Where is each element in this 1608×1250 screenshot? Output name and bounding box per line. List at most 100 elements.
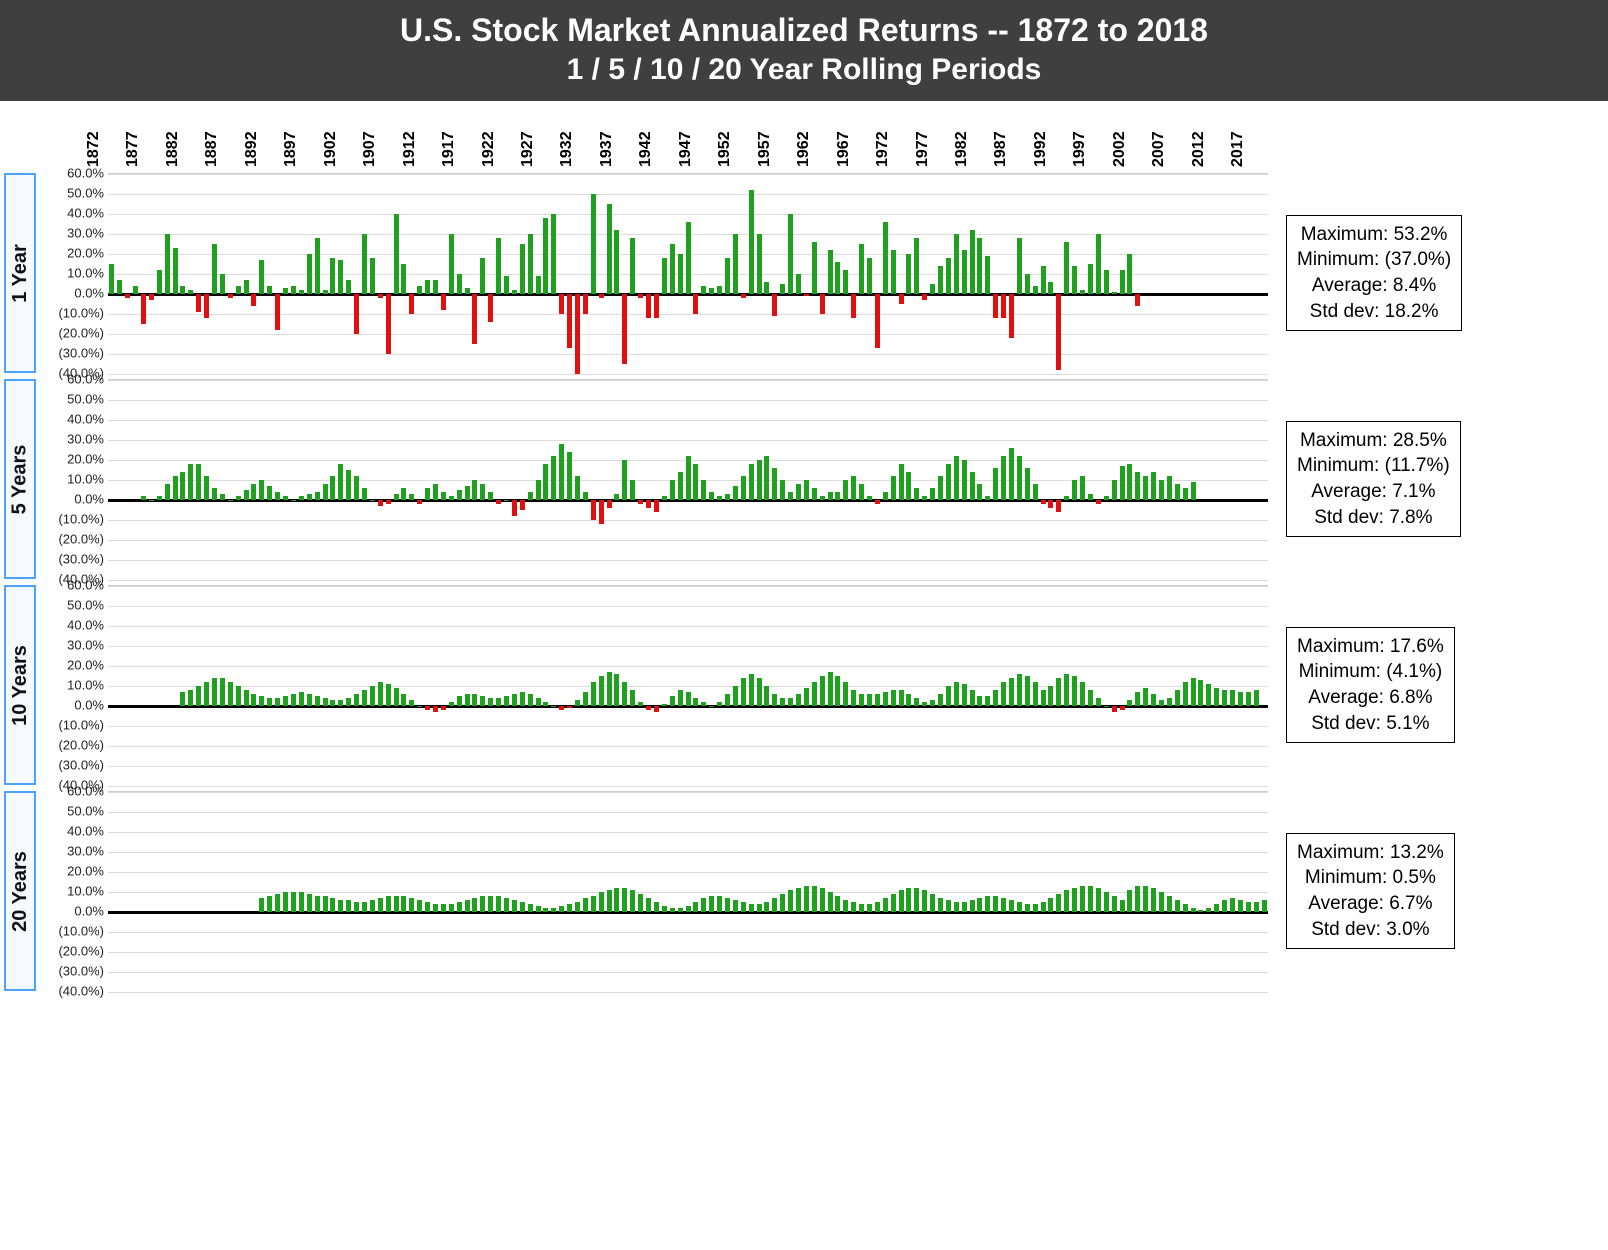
bar — [1104, 270, 1109, 294]
bar — [954, 902, 959, 912]
x-tick: 1927 — [519, 131, 537, 167]
gridline — [108, 440, 1268, 441]
bar — [417, 286, 422, 294]
bar — [788, 698, 793, 706]
bar — [1135, 294, 1140, 306]
gridline — [108, 646, 1268, 647]
bar — [323, 896, 328, 912]
bar — [875, 294, 880, 348]
bar — [1001, 456, 1006, 500]
bar — [662, 258, 667, 294]
y-tick: 30.0% — [67, 432, 104, 447]
y-tick: 10.0% — [67, 472, 104, 487]
bar — [504, 276, 509, 294]
bar — [875, 694, 880, 706]
bar — [1017, 674, 1022, 706]
bar — [1127, 254, 1132, 294]
x-tick: 2002 — [1111, 131, 1129, 167]
y-tick-col: 60.0%50.0%40.0%30.0%20.0%10.0%0.0%(10.0%… — [36, 173, 108, 373]
bar — [1175, 900, 1180, 912]
bar — [1206, 908, 1211, 912]
bar — [1080, 290, 1085, 294]
bar — [946, 900, 951, 912]
bar — [1167, 698, 1172, 706]
bar — [330, 476, 335, 500]
bar — [1143, 688, 1148, 706]
bar — [299, 496, 304, 500]
bar — [646, 898, 651, 912]
bar — [717, 496, 722, 500]
bar — [1033, 484, 1038, 500]
bar — [409, 294, 414, 314]
bar — [812, 886, 817, 912]
bar — [591, 896, 596, 912]
bar — [835, 676, 840, 706]
bar — [686, 906, 691, 912]
bar — [362, 690, 367, 706]
bar — [883, 692, 888, 706]
bar — [370, 258, 375, 294]
y-tick: 50.0% — [67, 804, 104, 819]
bar — [1143, 886, 1148, 912]
x-tick: 2007 — [1150, 131, 1168, 167]
bar — [922, 702, 927, 706]
stat-min: Minimum: (11.7%) — [1297, 453, 1450, 479]
bar — [480, 258, 485, 294]
x-tick: 1912 — [401, 131, 419, 167]
bar — [1009, 900, 1014, 912]
bar — [299, 892, 304, 912]
bar — [1033, 682, 1038, 706]
bar — [1048, 500, 1053, 508]
bar — [962, 460, 967, 500]
bar — [906, 254, 911, 294]
bar — [646, 706, 651, 710]
bar — [804, 480, 809, 500]
bar — [638, 500, 643, 504]
bar — [977, 898, 982, 912]
x-tick: 1997 — [1071, 131, 1089, 167]
bar — [1048, 898, 1053, 912]
y-tick-col: 60.0%50.0%40.0%30.0%20.0%10.0%0.0%(10.0%… — [36, 791, 108, 991]
bar — [409, 898, 414, 912]
bar — [1001, 898, 1006, 912]
y-tick: 0.0% — [74, 698, 104, 713]
bar — [362, 488, 367, 500]
bar — [1088, 264, 1093, 294]
bar — [812, 242, 817, 294]
y-tick: 40.0% — [67, 618, 104, 633]
bar — [1112, 706, 1117, 712]
x-tick: 2017 — [1229, 131, 1247, 167]
bar — [804, 294, 809, 296]
bar — [906, 472, 911, 500]
bar — [204, 476, 209, 500]
bar — [196, 294, 201, 312]
gridline — [108, 686, 1268, 687]
bar — [1246, 902, 1251, 912]
bar — [1175, 484, 1180, 500]
bar — [867, 258, 872, 294]
bar — [678, 690, 683, 706]
bar — [386, 500, 391, 504]
y-tick: 40.0% — [67, 206, 104, 221]
bar — [528, 904, 533, 912]
bar — [472, 480, 477, 500]
bar — [425, 902, 430, 912]
bar — [512, 290, 517, 294]
bar — [977, 238, 982, 294]
bar — [204, 682, 209, 706]
plot-area — [108, 585, 1268, 785]
y-tick: 0.0% — [74, 904, 104, 919]
y-tick: (20.0%) — [58, 532, 104, 547]
x-tick: 1942 — [637, 131, 655, 167]
stat-avg: Average: 7.1% — [1297, 479, 1450, 505]
x-tick: 1937 — [598, 131, 616, 167]
bar — [401, 488, 406, 500]
y-label: 20 Years — [9, 851, 32, 932]
bar — [480, 696, 485, 706]
bar — [622, 682, 627, 706]
bar — [954, 234, 959, 294]
bar — [1135, 472, 1140, 500]
bar — [993, 468, 998, 500]
bar — [1112, 292, 1117, 294]
bar — [701, 702, 706, 706]
